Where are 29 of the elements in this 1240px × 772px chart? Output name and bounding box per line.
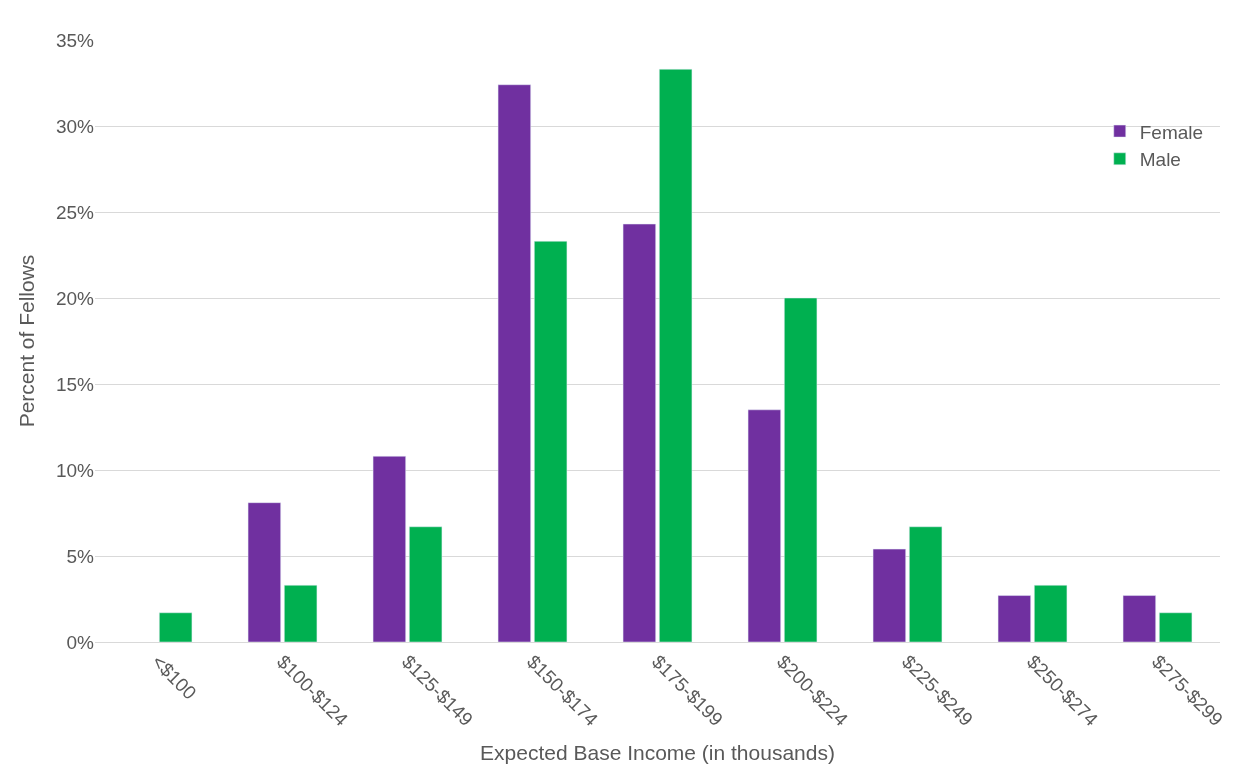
legend-label: Female [1139, 121, 1204, 143]
bar [284, 584, 318, 642]
y-tick-label: 15% [55, 373, 95, 395]
y-tick-label: 35% [55, 29, 95, 51]
bar [1159, 612, 1193, 642]
y-tick-label: 20% [55, 287, 95, 309]
bar [747, 409, 781, 642]
bar [1122, 595, 1156, 642]
bar [659, 68, 693, 642]
y-axis-title: Percent of Fellows [15, 254, 39, 428]
bar [784, 297, 818, 642]
y-tick-label: 25% [55, 201, 95, 223]
bar [247, 502, 281, 642]
y-tick-label: 30% [55, 115, 95, 137]
y-tick-label: 10% [55, 459, 95, 481]
bar [1034, 584, 1068, 642]
y-tick-label: 0% [66, 631, 95, 653]
bar [372, 455, 406, 642]
bar [497, 84, 531, 642]
bar [159, 612, 193, 642]
bar [622, 223, 656, 642]
bar [872, 548, 906, 642]
bar [409, 526, 443, 642]
bar [909, 526, 943, 642]
legend-label: Male [1139, 149, 1181, 171]
bar [997, 595, 1031, 642]
bar [534, 240, 568, 642]
x-axis-title: Expected Base Income (in thousands) [480, 740, 835, 764]
y-tick-label: 5% [66, 545, 95, 567]
